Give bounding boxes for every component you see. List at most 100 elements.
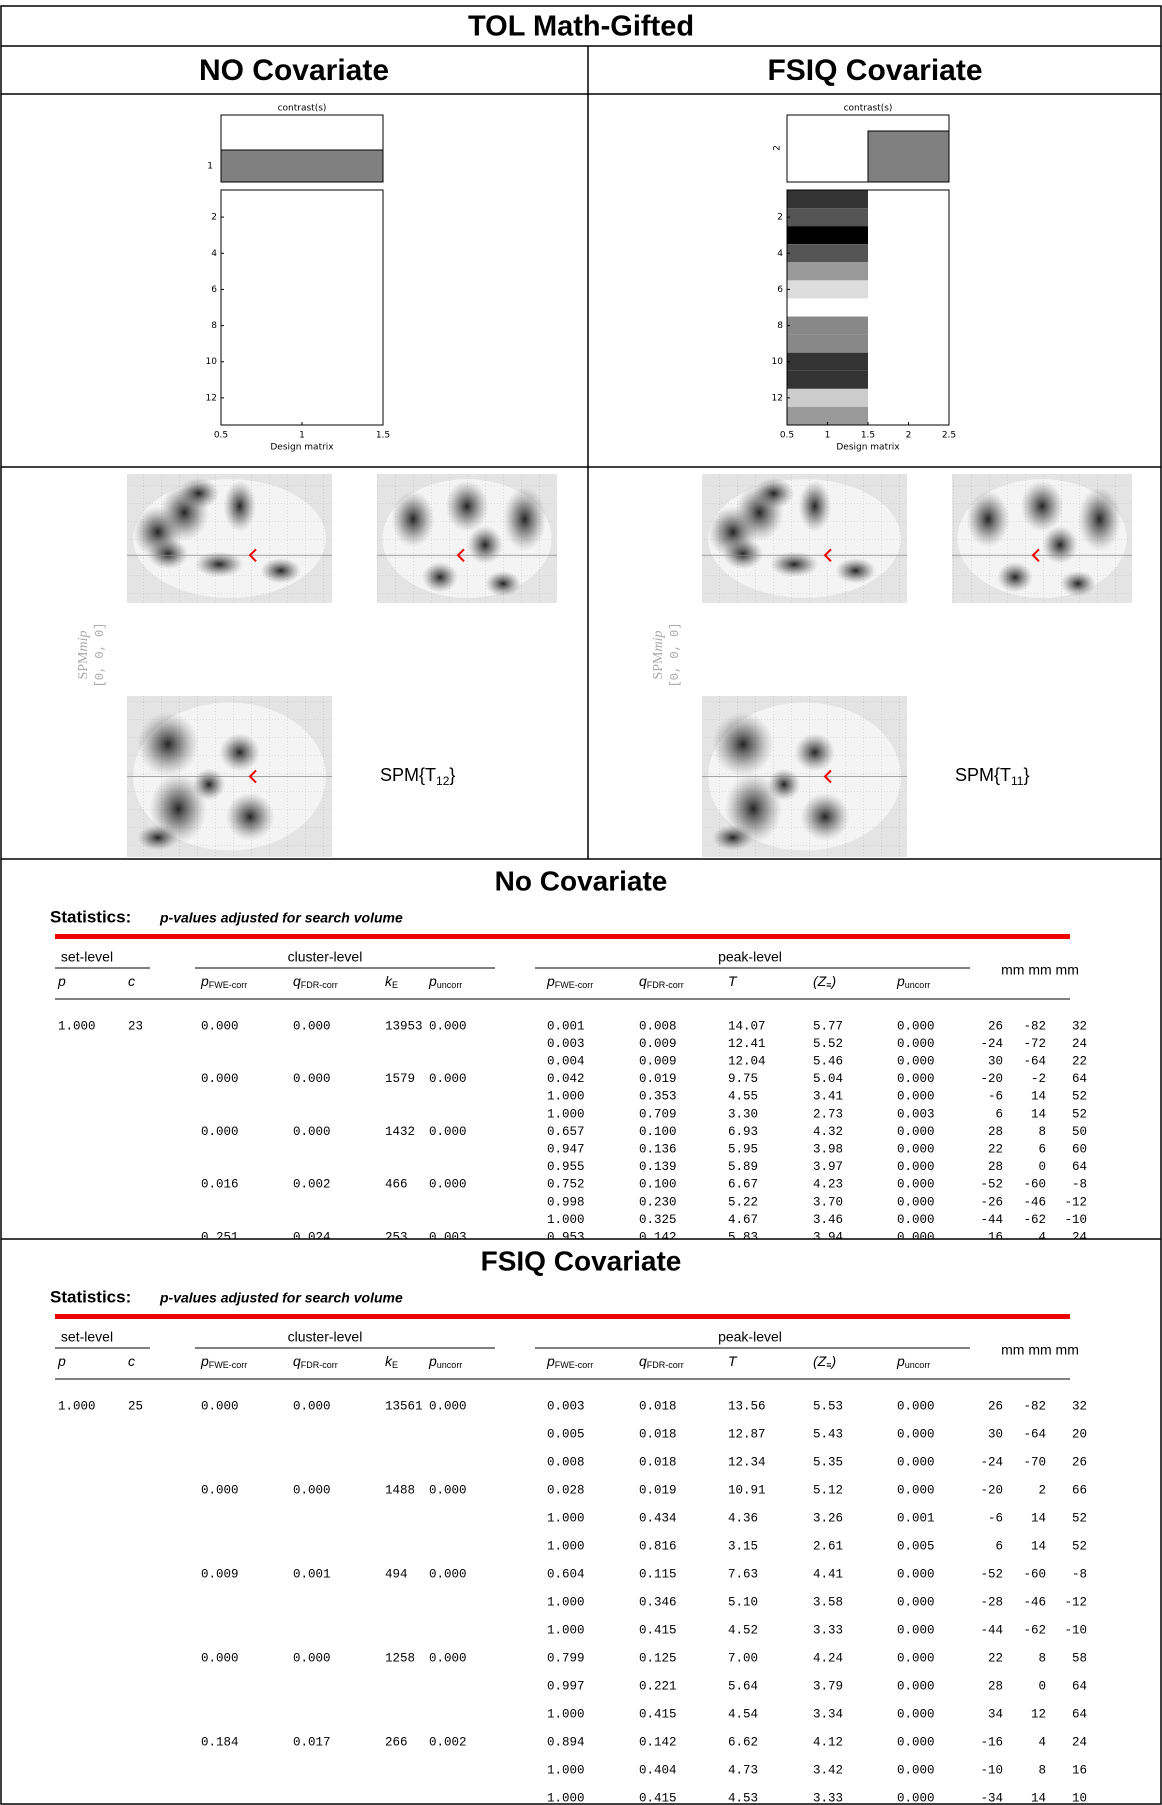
glass-brain [952,474,1132,603]
table-cell: 0.002 [293,1178,331,1192]
activation [223,480,256,532]
group-header: cluster-level [288,949,363,965]
table-cell: 0.000 [897,1072,935,1086]
header-main: p [57,1353,66,1369]
table-cell: 28 [988,1679,1003,1693]
group-header: mm mm mm [1001,1342,1079,1358]
header-main: p [546,973,555,989]
stat-text: } [1023,765,1029,785]
mip-text: SPM [651,651,666,680]
column-header: qFDR-corr [293,1353,338,1371]
table-cell: 52 [1072,1511,1087,1525]
table-cell: 4.67 [728,1213,758,1227]
activation [391,491,434,548]
design-cell [787,353,868,371]
table-cell: 266 [385,1735,408,1749]
table-cell: 3.79 [813,1679,843,1693]
stat-df: 11 [1011,774,1024,788]
design-cell [787,190,868,208]
activation [966,491,1009,548]
contrast-tick: 1 [207,162,213,172]
table-cell: 32 [1072,1019,1087,1033]
table-cell: 0.709 [639,1107,677,1121]
table-cell: 0.000 [429,1399,467,1413]
table-cell: 4.12 [813,1735,843,1749]
table-cell: 0.000 [897,1037,935,1051]
header-main: q [639,973,647,989]
column-header: qFDR-corr [293,973,338,991]
table-cell: 0.142 [639,1735,677,1749]
table-cell: 5.10 [728,1595,758,1609]
y-tick-label: 4 [211,249,217,259]
table-cell: 16 [1072,1763,1087,1777]
y-tick-label: 12 [206,393,217,403]
stats-label: Statistics: [50,1287,131,1306]
table-cell: 0.998 [547,1195,585,1209]
y-tick-label: 8 [777,321,783,331]
table-cell: -12 [1064,1195,1087,1209]
glass-brain [702,696,907,857]
design-cell [787,262,868,280]
activation [712,712,774,776]
table-cell: -26 [980,1195,1003,1209]
table-cell: -46 [1023,1595,1046,1609]
table-cell: -52 [980,1178,1003,1192]
table-cell: 8 [1038,1763,1046,1777]
table-cell: 3.58 [813,1595,843,1609]
table-cell: -46 [1023,1195,1046,1209]
column-header: c [128,1353,135,1369]
header-sub: uncorr [437,980,463,990]
table-cell: 14 [1031,1107,1046,1121]
table-cell: 50 [1072,1125,1087,1139]
table-cell: 52 [1072,1539,1087,1553]
section-title: FSIQ Covariate [481,1245,682,1276]
header-sub: E [392,980,398,990]
table-cell: 20 [1072,1427,1087,1441]
table-cell: 6.93 [728,1125,758,1139]
table-cell: 0.000 [201,1125,239,1139]
red-rule [55,1314,1070,1319]
table-cell: 0.028 [547,1483,585,1497]
table-cell: 1.000 [547,1090,585,1104]
mip-coords: [0, 0, 0] [668,623,682,688]
table-cell: 5.64 [728,1679,758,1693]
table-cell: 4.73 [728,1763,758,1777]
table-cell: -8 [1072,1567,1087,1581]
table-cell: 4.55 [728,1090,758,1104]
table-cell: -16 [980,1735,1003,1749]
header-sub: FDR-corr [647,980,684,990]
x-tick-label: 1 [825,431,831,441]
table-cell: 5.83 [728,1230,758,1244]
contrast-tick: 2 [773,145,783,151]
table-cell: -60 [1023,1567,1046,1581]
design-axes [221,190,383,425]
table-cell: -60 [1023,1178,1046,1192]
table-cell: 6 [995,1107,1003,1121]
y-tick-label: 6 [211,285,217,295]
table-cell: 0.003 [547,1399,585,1413]
header-main: c [128,1353,135,1369]
table-cell: 0.009 [201,1567,239,1581]
table-cell: 0.415 [639,1791,677,1805]
table-cell: 0.000 [897,1230,935,1244]
table-cell: 64 [1072,1679,1087,1693]
header-sub: FWE-corr [209,1360,248,1370]
table-cell: 7.63 [728,1567,758,1581]
table-cell: 0.000 [897,1651,935,1665]
table-cell: 0.003 [429,1230,467,1244]
y-tick-label: 6 [777,285,783,295]
header-main: p [57,973,66,989]
table-cell: 0.000 [897,1160,935,1174]
table-cell: 60 [1072,1142,1087,1156]
table-cell: 0.000 [897,1178,935,1192]
table-cell: 0.142 [639,1230,677,1244]
design-cell [787,317,868,335]
table-cell: 1.000 [547,1763,585,1777]
group-header: cluster-level [288,1329,363,1345]
table-cell: -12 [1064,1595,1087,1609]
table-cell: 0.018 [639,1399,677,1413]
stat-label: SPM{T12} [380,765,455,788]
y-tick-label: 4 [777,249,783,259]
mip-label: SPMmip [651,630,666,679]
table-cell: 3.33 [813,1791,843,1805]
